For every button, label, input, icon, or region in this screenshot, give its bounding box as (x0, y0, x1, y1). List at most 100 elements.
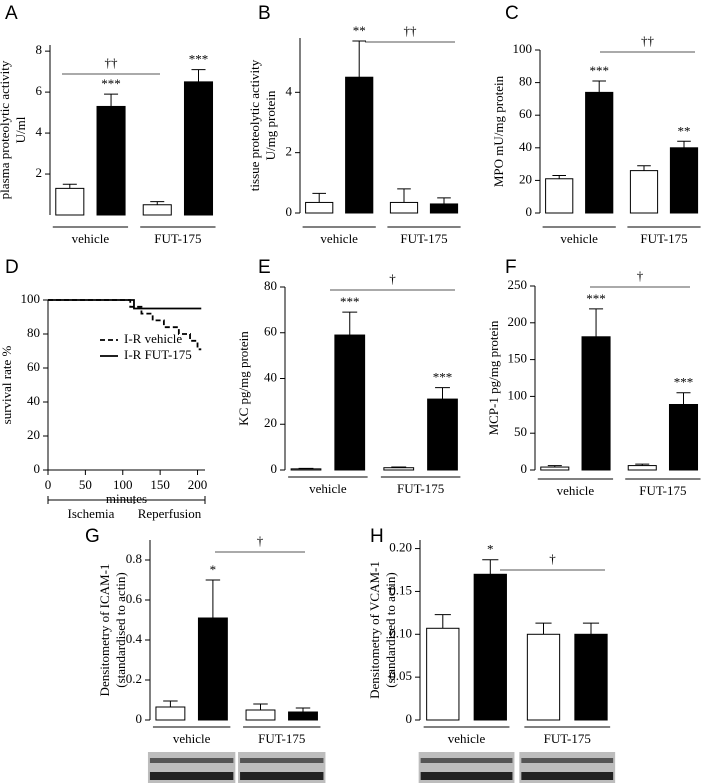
survival-line (48, 299, 202, 351)
bar (429, 203, 459, 214)
error-bar (552, 175, 566, 179)
bracket-label: † (549, 551, 556, 566)
group-label: FUT-175 (640, 231, 687, 246)
group-label: FUT-175 (400, 231, 447, 246)
error-bar (62, 183, 77, 189)
y-tick-label: 2 (36, 165, 43, 180)
y-tick-label: 100 (21, 291, 41, 306)
significance: *** (189, 52, 209, 67)
y-axis-label: (standardised to actin) (113, 572, 128, 688)
bar (288, 711, 318, 721)
y-axis-label: plasma proteolytic activity (0, 60, 12, 199)
group-label: vehicle (173, 731, 211, 746)
panel-letter: F (505, 257, 517, 278)
error-bar (253, 703, 268, 710)
y-axis-label: Densitometry of ICAM-1 (97, 564, 112, 697)
significance: ** (353, 23, 366, 38)
y-tick-label: 20 (519, 171, 532, 186)
bar (545, 178, 574, 214)
significance: *** (101, 76, 121, 91)
blot-band (521, 772, 614, 780)
error-bar (191, 69, 206, 82)
y-tick-label: 0.20 (389, 540, 412, 555)
bar (427, 398, 458, 471)
error-bar (391, 466, 407, 468)
significance: * (487, 542, 494, 557)
y-tick-label: 8 (36, 42, 43, 57)
x-tick-label: 150 (150, 477, 170, 492)
blot-band (149, 772, 234, 780)
bar (290, 468, 322, 471)
group-label: vehicle (320, 231, 358, 246)
y-tick-label: 50 (514, 424, 527, 439)
bar (669, 147, 699, 214)
bar (305, 201, 334, 214)
bar (197, 617, 228, 721)
bar (96, 105, 126, 216)
blot-band (521, 758, 614, 763)
bar (183, 81, 214, 216)
error-bar (163, 700, 178, 707)
y-tick-label: 0.2 (126, 671, 142, 686)
significance: ** (678, 123, 691, 138)
y-tick-label: 60 (264, 324, 277, 339)
bracket-label: † (257, 533, 264, 548)
bar (581, 336, 611, 471)
y-axis-label: MCP-1 pg/mg protein (486, 320, 501, 435)
significance: *** (433, 370, 453, 385)
bar (585, 91, 614, 214)
panel-letter: G (85, 526, 100, 547)
group-label: FUT-175 (258, 731, 305, 746)
blot-band (240, 758, 324, 763)
significance: *** (589, 63, 609, 78)
y-tick-label: 0.8 (126, 551, 142, 566)
phase-label: Reperfusion (138, 506, 202, 521)
significance: *** (674, 375, 694, 390)
timeline (47, 496, 206, 504)
error-bar (547, 465, 562, 468)
x-tick-label: 0 (45, 477, 52, 492)
significance: *** (340, 294, 360, 309)
y-tick-label: 100 (508, 387, 528, 402)
y-tick-label: 0.15 (389, 582, 412, 597)
panel-letter: E (258, 257, 271, 278)
y-tick-label: 60 (27, 359, 40, 374)
y-tick-label: 40 (27, 393, 40, 408)
bar (526, 633, 561, 721)
bracket-label: †† (641, 33, 655, 48)
error-bar (589, 308, 604, 337)
group-label: FUT-175 (544, 731, 591, 746)
error-bar (397, 188, 411, 203)
bar (55, 187, 85, 216)
error-bar (295, 707, 311, 712)
x-tick-label: 50 (79, 477, 92, 492)
error-bar (352, 40, 366, 78)
group-label: FUT-175 (397, 481, 444, 496)
y-tick-label: 0 (271, 461, 278, 476)
y-tick-label: 0 (34, 461, 41, 476)
y-tick-label: 40 (519, 139, 532, 154)
error-bar (635, 463, 650, 466)
group-label: vehicle (309, 481, 347, 496)
y-tick-label: 60 (519, 106, 532, 121)
blot-band (240, 772, 324, 780)
blot-band (420, 772, 513, 780)
bar (473, 573, 507, 721)
error-bar (582, 622, 600, 635)
bar (383, 467, 415, 471)
bar (345, 76, 374, 214)
y-axis-label: survival rate % (0, 345, 14, 424)
y-axis-label: MPO mU/mg protein (491, 75, 506, 187)
x-tick-label: 200 (188, 477, 208, 492)
error-bar (434, 614, 451, 629)
y-tick-label: 150 (508, 351, 528, 366)
y-tick-label: 0.4 (126, 631, 143, 646)
y-tick-label: 40 (264, 369, 277, 384)
bar (142, 204, 172, 216)
group-label: vehicle (448, 731, 486, 746)
y-tick-label: 80 (264, 278, 277, 293)
bracket-label: † (637, 268, 644, 283)
y-tick-label: 2 (286, 144, 293, 159)
x-axis-label: minutes (106, 491, 147, 506)
